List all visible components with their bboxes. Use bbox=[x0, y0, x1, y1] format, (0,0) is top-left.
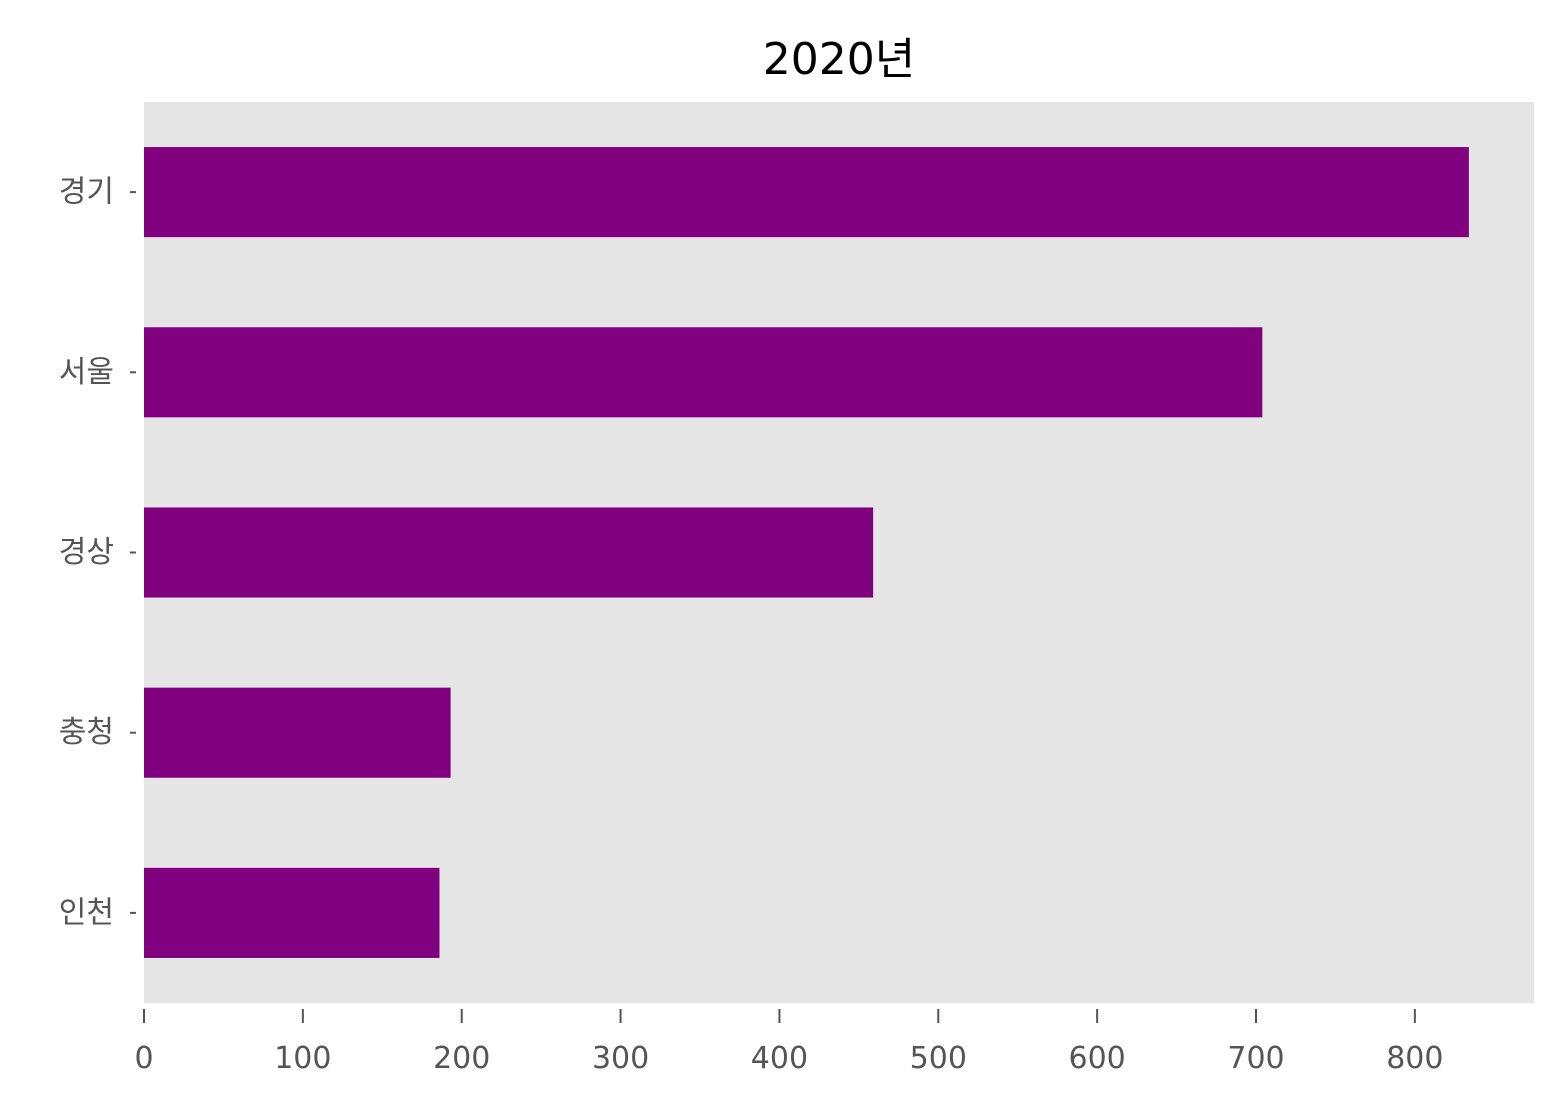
bar-경상 bbox=[144, 507, 874, 598]
y-tick-label: 인천 bbox=[59, 895, 114, 930]
bar-충청 bbox=[144, 687, 451, 778]
x-tick-label: 400 bbox=[751, 1041, 808, 1076]
x-tick-label: 300 bbox=[592, 1041, 649, 1076]
y-tick-label: 충청 bbox=[59, 715, 114, 750]
y-tick-label: 경상 bbox=[59, 535, 114, 570]
x-tick-label: 700 bbox=[1227, 1041, 1284, 1076]
y-tick-label: 경기 bbox=[59, 175, 114, 210]
x-tick-label: 600 bbox=[1069, 1041, 1126, 1076]
bar-서울 bbox=[144, 327, 1263, 418]
y-tick-label: 서울 bbox=[59, 355, 114, 390]
bars-group bbox=[144, 147, 1469, 958]
bar-인천 bbox=[144, 867, 440, 958]
x-axis: 0 100 200 300 400 500 600 700 800 bbox=[134, 1009, 1443, 1076]
bar-경기 bbox=[144, 147, 1469, 238]
x-tick-label: 100 bbox=[274, 1041, 331, 1076]
x-tick-label: 800 bbox=[1386, 1041, 1443, 1076]
x-tick-label: 200 bbox=[433, 1041, 490, 1076]
x-tick-label: 0 bbox=[134, 1041, 153, 1076]
x-tick-label: 500 bbox=[910, 1041, 967, 1076]
chart-title: 2020년 bbox=[763, 34, 915, 85]
